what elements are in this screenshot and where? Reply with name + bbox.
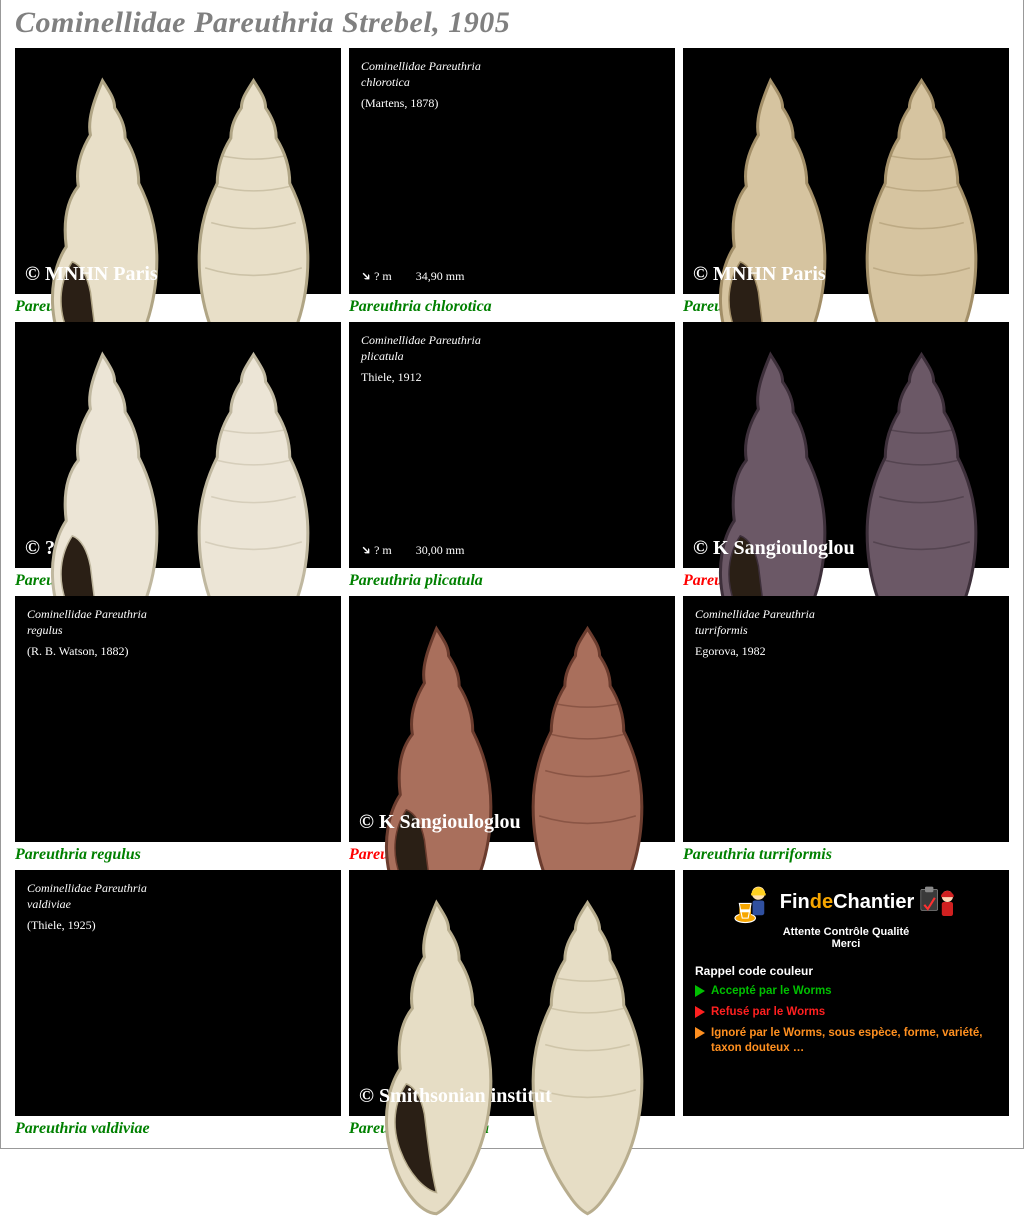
taxon-line: regulus [27,622,329,638]
depth-value: ➔ ? m [361,543,392,558]
legend-row: Refusé par le Worms [695,1005,997,1020]
taxon-line: chlorotica [361,74,663,90]
page-title: Cominellidae Pareuthria Strebel, 1905 [15,6,1009,40]
species-card: Cominellidae Pareuthriaplicatula Thiele, … [349,322,675,590]
species-card: © MNHN ParisPareuthria fuscata [683,48,1009,316]
taxon-line: turriformis [695,622,997,638]
taxon-line: Cominellidae Pareuthria [695,606,997,622]
taxon-line: Cominellidae Pareuthria [27,880,329,896]
card-thumbnail[interactable]: Cominellidae Pareuthriachlorotica (Marten… [349,48,675,294]
legend-row-text: Ignoré par le Worms, sous espèce, forme,… [711,1026,997,1056]
card-thumbnail[interactable]: Cominellidae Pareuthriaregulus (R. B. Wat… [15,596,341,842]
legend-heading: Rappel code couleur [695,964,997,978]
measurement-row: ➔ ? m 30,00 mm [361,543,464,558]
species-textinfo: Cominellidae Pareuthriachlorotica (Marten… [361,58,663,111]
legend-row-text: Refusé par le Worms [711,1005,825,1020]
triangle-icon [695,1006,705,1018]
worker-icon [732,880,776,924]
depth-value: ➔ ? m [361,269,392,284]
card-thumbnail[interactable]: © K Sangiouloglou [349,596,675,842]
measurement-row: ➔ ? m 34,90 mm [361,269,464,284]
species-caption[interactable]: Pareuthria turriformis [683,846,1009,864]
species-card: © ?Pareuthria janseni [15,322,341,590]
triangle-icon [695,1027,705,1039]
size-value: 34,90 mm [416,269,465,284]
shell-image [361,880,663,1227]
taxon-line: Cominellidae Pareuthria [27,606,329,622]
species-caption[interactable]: Pareuthria chlorotica [349,298,675,316]
card-thumbnail[interactable]: © K Sangiouloglou [683,322,1009,568]
brand-text: FindeChantier [780,891,914,914]
species-caption[interactable]: Pareuthria valdiviae [15,1120,341,1138]
taxon-authority: (R. B. Watson, 1882) [27,644,329,659]
species-caption[interactable]: Pareuthria plicatula [349,572,675,590]
card-thumbnail[interactable]: Cominellidae Pareuthriavaldiviae (Thiele,… [15,870,341,1116]
species-card: Cominellidae Pareuthriavaldiviae (Thiele,… [15,870,341,1138]
photo-credit: © ? [25,537,55,560]
species-card: © Smithsonian institutPareuthria venustu… [349,870,675,1138]
legend-row: Accepté par le Worms [695,984,997,999]
size-value: 30,00 mm [416,543,465,558]
species-textinfo: Cominellidae Pareuthriavaldiviae (Thiele,… [27,880,329,933]
species-card: © MNHN ParisPareuthria atrata [15,48,341,316]
legend-subtitle: Attente Contrôle QualitéMerci [695,926,997,950]
triangle-icon [695,985,705,997]
taxon-authority: (Thiele, 1925) [27,918,329,933]
species-textinfo: Cominellidae Pareuthriaturriformis Egorov… [695,606,997,659]
photo-credit: © MNHN Paris [693,263,826,286]
page: Cominellidae Pareuthria Strebel, 1905 © … [0,0,1024,1149]
legend-row-text: Accepté par le Worms [711,984,832,999]
species-textinfo: Cominellidae Pareuthriaregulus (R. B. Wat… [27,606,329,659]
photo-credit: © K Sangiouloglou [359,811,521,834]
species-card: Cominellidae Pareuthriaturriformis Egorov… [683,596,1009,864]
species-card: Cominellidae Pareuthriachlorotica (Marten… [349,48,675,316]
card-thumbnail[interactable]: FindeChantier Attente Contrôle QualitéMe… [683,870,1009,1116]
clipboard-icon [918,881,960,923]
species-card: Cominellidae Pareuthriaregulus (R. B. Wat… [15,596,341,864]
taxon-authority: (Martens, 1878) [361,96,663,111]
card-thumbnail[interactable]: Cominellidae Pareuthriaplicatula Thiele, … [349,322,675,568]
photo-credit: © K Sangiouloglou [693,537,855,560]
species-card: © K SangiouloglouPareuthria plumbea [683,322,1009,590]
card-thumbnail[interactable]: Cominellidae Pareuthriaturriformis Egorov… [683,596,1009,842]
card-thumbnail[interactable]: © MNHN Paris [15,48,341,294]
card-thumbnail[interactable]: © Smithsonian institut [349,870,675,1116]
taxon-authority: Thiele, 1912 [361,370,663,385]
card-thumbnail[interactable]: © MNHN Paris [683,48,1009,294]
species-card: © K SangiouloglouPareuthria ringei [349,596,675,864]
legend-banner: FindeChantier [695,880,997,924]
taxon-authority: Egorova, 1982 [695,644,997,659]
taxon-line: Cominellidae Pareuthria [361,332,663,348]
species-grid: © MNHN ParisPareuthria atrata Cominellida… [15,48,1009,1138]
species-caption[interactable]: Pareuthria regulus [15,846,341,864]
species-textinfo: Cominellidae Pareuthriaplicatula Thiele, … [361,332,663,385]
taxon-line: plicatula [361,348,663,364]
photo-credit: © Smithsonian institut [359,1085,552,1108]
taxon-line: valdiviae [27,896,329,912]
card-thumbnail[interactable]: © ? [15,322,341,568]
species-card: FindeChantier Attente Contrôle QualitéMe… [683,870,1009,1138]
legend-row: Ignoré par le Worms, sous espèce, forme,… [695,1026,997,1056]
taxon-line: Cominellidae Pareuthria [361,58,663,74]
photo-credit: © MNHN Paris [25,263,158,286]
